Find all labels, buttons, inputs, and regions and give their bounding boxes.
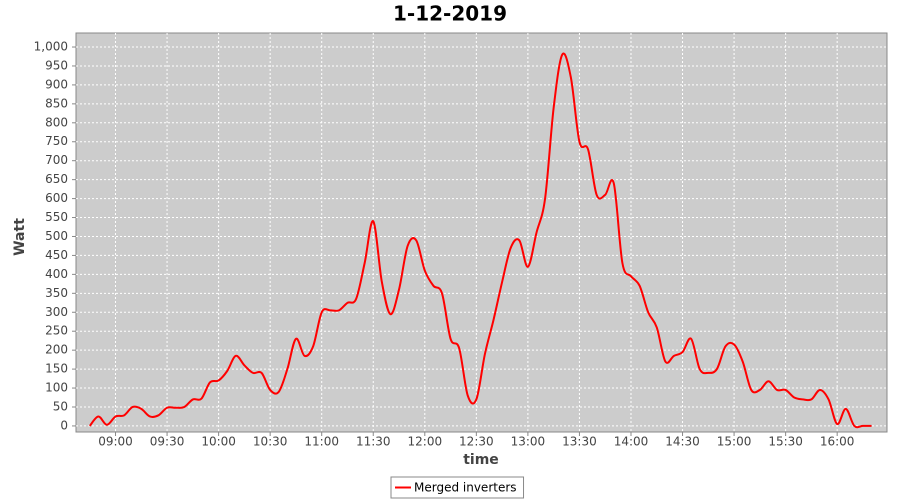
x-tick-label: 12:30: [459, 435, 494, 449]
y-tick-label: 650: [45, 172, 68, 186]
x-tick-label: 16:00: [820, 435, 855, 449]
y-tick-label: 850: [45, 96, 68, 110]
x-tick-label: 13:30: [562, 435, 597, 449]
y-tick-label: 500: [45, 229, 68, 243]
legend-box: [390, 476, 525, 499]
y-tick-label: 0: [60, 418, 68, 432]
x-tick-label: 11:00: [304, 435, 339, 449]
x-tick-label: 09:00: [98, 435, 133, 449]
y-tick-label: 50: [53, 399, 68, 413]
y-tick-label: 450: [45, 248, 68, 262]
x-tick-label: 12:00: [408, 435, 443, 449]
y-tick-label: 300: [45, 305, 68, 319]
y-tick-label: 750: [45, 134, 68, 148]
plot-area: [75, 32, 888, 433]
x-tick-label: 10:00: [201, 435, 236, 449]
x-tick-label: 11:30: [356, 435, 391, 449]
y-tick-label: 950: [45, 58, 68, 72]
y-tick-label: 250: [45, 324, 68, 338]
chart-title: 1-12-2019: [393, 2, 507, 26]
x-tick-label: 09:30: [150, 435, 185, 449]
legend-label: Merged inverters: [414, 481, 517, 495]
y-tick-label: 900: [45, 77, 68, 91]
x-tick-label: 15:00: [717, 435, 752, 449]
x-tick-label: 14:00: [614, 435, 649, 449]
x-tick-label: 14:30: [665, 435, 700, 449]
y-axis-label: Watt: [12, 218, 28, 256]
data-line: [88, 52, 872, 429]
y-tick-label: 400: [45, 267, 68, 281]
y-tick-label: 600: [45, 191, 68, 205]
x-axis-label: time: [463, 452, 499, 468]
y-tick-label: 150: [45, 362, 68, 376]
y-tick-label: 200: [45, 343, 68, 357]
y-tick-label: 1,000: [34, 40, 68, 54]
y-tick-label: 700: [45, 153, 68, 167]
y-tick-label: 100: [45, 381, 68, 395]
x-tick-label: 15:30: [768, 435, 803, 449]
y-tick-label: 800: [45, 115, 68, 129]
y-tick-label: 350: [45, 286, 68, 300]
x-tick-label: 10:30: [253, 435, 288, 449]
x-tick-label: 13:00: [511, 435, 546, 449]
y-tick-label: 550: [45, 210, 68, 224]
